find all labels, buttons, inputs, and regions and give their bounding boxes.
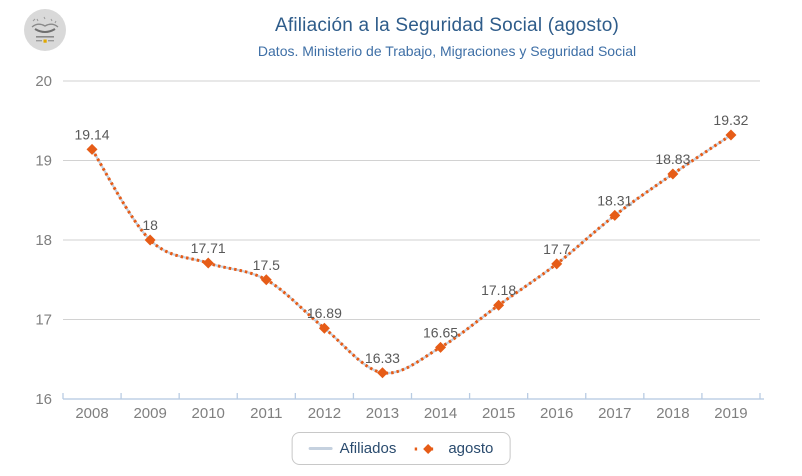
- chart-subtitle: Datos. Ministerio de Trabajo, Migracione…: [257, 43, 637, 59]
- y-axis-label-16: 16: [35, 391, 52, 408]
- data-point-marker-2016[interactable]: [551, 258, 563, 270]
- ministry-logo-emblem: [24, 9, 66, 51]
- data-point-marker-2009[interactable]: [144, 234, 156, 246]
- data-point-marker-2012[interactable]: [318, 322, 330, 334]
- point-label-2019: 19.32: [713, 112, 748, 128]
- point-label-2015: 17.18: [481, 282, 516, 298]
- point-label-2013: 16.33: [365, 350, 400, 366]
- point-label-2011: 17.5: [253, 257, 280, 273]
- legend: Afiliados agosto: [291, 432, 511, 465]
- point-label-2012: 16.89: [307, 305, 342, 321]
- x-axis-label-2012: 2012: [308, 405, 341, 422]
- data-point-marker-2019[interactable]: [725, 129, 737, 141]
- x-axis-label-2010: 2010: [192, 405, 225, 422]
- legend-label-afiliados: Afiliados: [339, 440, 397, 457]
- x-axis-label-2011: 2011: [250, 405, 282, 422]
- x-axis-label-2018: 2018: [656, 405, 689, 422]
- point-label-2017: 18.31: [597, 192, 632, 208]
- data-point-marker-2015[interactable]: [493, 299, 505, 311]
- afiliados-line-swatch: [308, 447, 333, 450]
- data-point-marker-2008[interactable]: [86, 143, 98, 155]
- data-point-marker-2014[interactable]: [435, 341, 447, 353]
- x-axis-label-2015: 2015: [482, 405, 515, 422]
- x-axis-label-2013: 2013: [366, 405, 399, 422]
- series-agosto-line: [90, 133, 732, 375]
- data-point-marker-2010[interactable]: [202, 257, 214, 269]
- y-axis-label-20: 20: [35, 73, 52, 90]
- data-point-marker-2013[interactable]: [376, 367, 388, 379]
- x-axis-label-2019: 2019: [714, 405, 747, 422]
- ministry-logo: [24, 9, 66, 51]
- legend-item-agosto[interactable]: agosto: [414, 440, 493, 457]
- y-axis-label-19: 19: [35, 153, 52, 170]
- agosto-marker-swatch: [414, 443, 442, 454]
- x-axis-label-2016: 2016: [540, 405, 573, 422]
- x-axis-label-2017: 2017: [598, 405, 631, 422]
- data-point-marker-2017[interactable]: [609, 209, 621, 221]
- y-axis-label-17: 17: [35, 312, 52, 329]
- x-axis-label-2014: 2014: [424, 405, 457, 422]
- y-axis-label-18: 18: [35, 232, 52, 249]
- point-label-2016: 17.7: [543, 241, 570, 257]
- chart-title: Afiliación a la Seguridad Social (agosto…: [274, 15, 620, 36]
- point-label-2018: 18.83: [655, 151, 690, 167]
- legend-label-agosto: agosto: [448, 440, 494, 457]
- series-afiliados-line: [91, 134, 732, 375]
- point-label-2014: 16.65: [423, 324, 458, 340]
- point-label-2009: 18: [142, 217, 158, 233]
- data-point-marker-2018[interactable]: [667, 168, 679, 180]
- x-axis-label-2009: 2009: [133, 405, 166, 422]
- point-label-2010: 17.71: [191, 240, 226, 256]
- data-point-marker-2011[interactable]: [260, 274, 272, 286]
- point-label-2008: 19.14: [75, 126, 110, 142]
- x-axis-label-2008: 2008: [75, 405, 108, 422]
- legend-item-afiliados[interactable]: Afiliados: [308, 440, 397, 457]
